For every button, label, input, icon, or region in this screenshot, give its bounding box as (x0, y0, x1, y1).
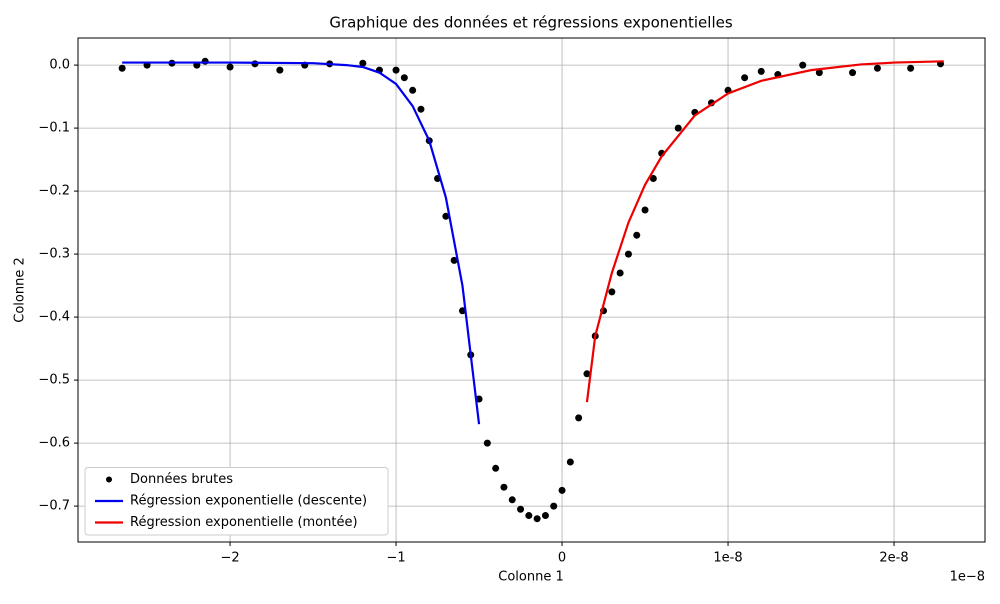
data-point (359, 59, 367, 67)
data-point (508, 496, 516, 504)
data-point (550, 502, 558, 510)
data-point (500, 483, 508, 491)
x-tick-label: 0 (558, 551, 566, 566)
data-point (608, 288, 616, 296)
y-tick-label: −0.4 (38, 310, 70, 325)
data-point (566, 458, 574, 466)
chart-title: Graphique des données et régressions exp… (329, 14, 733, 32)
x-offset-label: 1e−8 (950, 570, 985, 585)
data-point (558, 486, 566, 494)
y-tick-label: −0.7 (38, 499, 70, 514)
data-point (533, 515, 541, 523)
data-point (815, 69, 823, 77)
data-point (541, 512, 549, 520)
data-point (409, 86, 417, 94)
y-axis-label: Colonne 2 (13, 257, 28, 322)
y-tick-label: −0.2 (38, 184, 70, 199)
data-point (583, 370, 591, 378)
data-point (641, 206, 649, 214)
x-tick-label: −2 (220, 551, 239, 566)
data-point (624, 250, 632, 258)
data-point (417, 105, 425, 113)
x-tick-label: 2e-8 (879, 551, 908, 566)
data-point (525, 512, 533, 520)
data-point (276, 66, 284, 74)
y-tick-label: −0.5 (38, 373, 70, 388)
data-point (907, 64, 915, 72)
y-tick-label: −0.3 (38, 247, 70, 262)
data-point (392, 66, 400, 74)
data-point (575, 414, 583, 422)
legend-marker (106, 476, 112, 483)
x-tick-label: −1 (386, 551, 405, 566)
data-point (616, 269, 624, 277)
x-tick-label: 1e-8 (713, 551, 742, 566)
data-point (849, 69, 857, 77)
data-point (118, 64, 126, 72)
regression-line (585, 60, 944, 403)
data-point (757, 67, 765, 75)
y-tick-label: −0.6 (38, 436, 70, 451)
data-point (873, 64, 881, 72)
data-point (492, 464, 500, 472)
legend-box (84, 467, 389, 536)
legend-label: Régression exponentielle (montée) (130, 515, 358, 530)
regression-line (122, 61, 481, 425)
data-point (226, 63, 234, 71)
y-tick-label: −0.1 (38, 121, 70, 136)
data-point (799, 61, 807, 69)
legend-label: Données brutes (130, 472, 233, 487)
plot-frame (77, 37, 986, 543)
data-point (400, 74, 408, 82)
data-point (741, 74, 749, 82)
y-tick-label: 0.0 (49, 58, 70, 73)
x-axis-label: Colonne 1 (498, 570, 563, 585)
data-point (674, 124, 682, 132)
data-point (450, 256, 458, 264)
data-point (483, 439, 491, 447)
data-point (442, 212, 450, 220)
data-point (633, 231, 641, 239)
data-point (649, 174, 657, 182)
data-point (201, 57, 209, 65)
legend-label: Régression exponentielle (descente) (130, 494, 367, 509)
data-point (517, 505, 525, 513)
